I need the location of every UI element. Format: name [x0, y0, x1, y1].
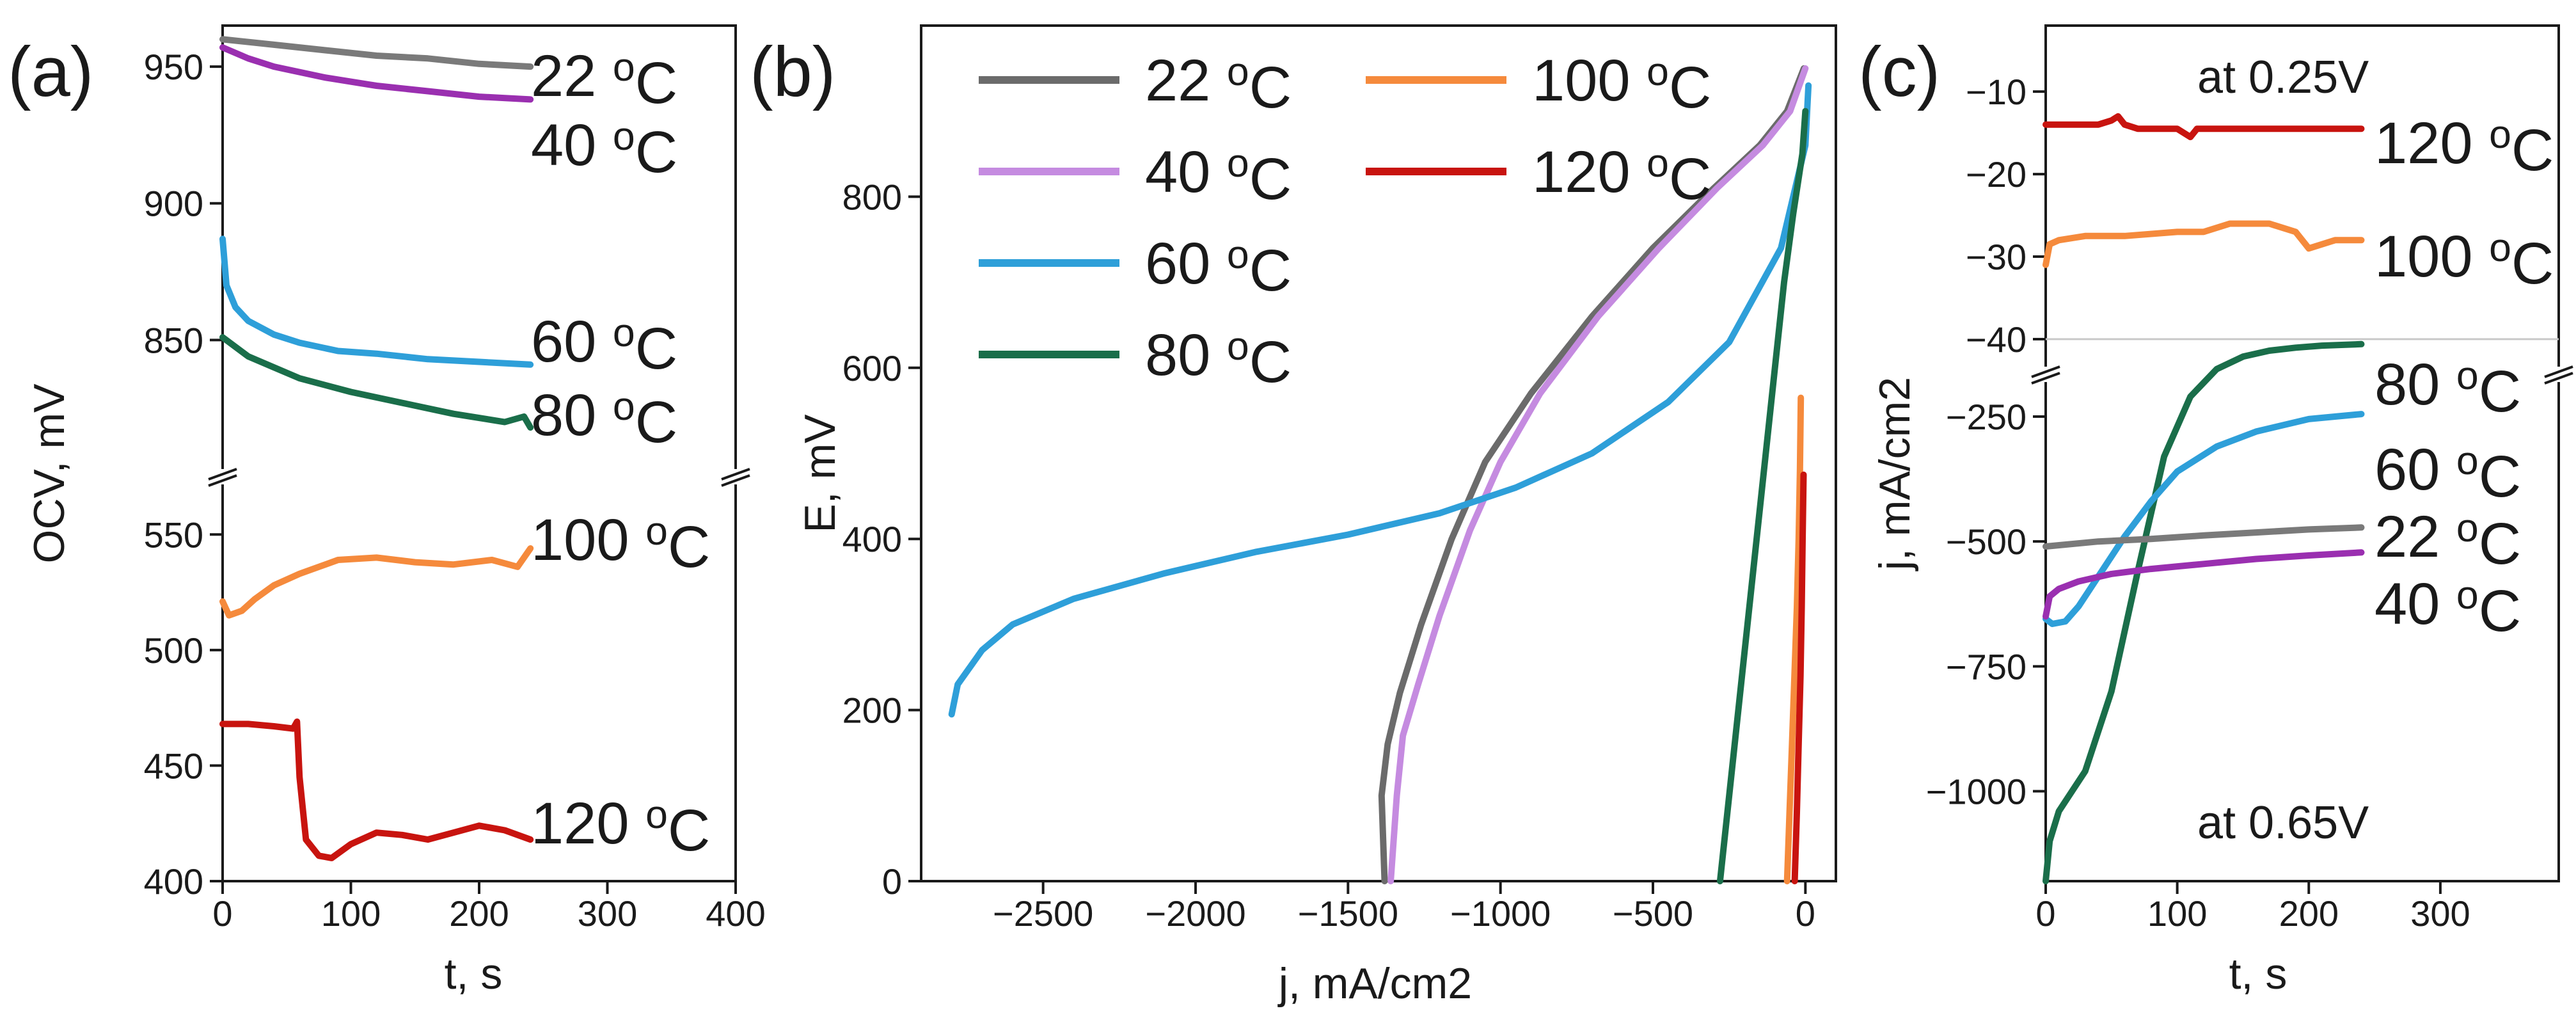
panel-b-label: (b)	[750, 33, 835, 111]
panel-c-frame	[2044, 24, 2560, 882]
panel-c-label-22-oc: 22 oC	[2375, 504, 2521, 577]
panel-b-ytick-label: 400	[842, 519, 902, 559]
panel-c: (c) j, mA/cm2 t, s at 0.25V at 0.65V 0 10…	[1858, 24, 2575, 998]
panel-b-ytick-label: 200	[842, 690, 902, 731]
panel-a-label-80-oc: 80 oC	[531, 383, 677, 455]
panel-b-marks: −2500 −2000 −1500 −1000 −500 0 0 200 400 600 800 22…	[842, 24, 1837, 934]
panel-a-label-40-oc: 40 oC	[531, 113, 677, 185]
panel-b-frame	[920, 24, 1837, 882]
panel-a-label: (a)	[8, 33, 93, 111]
panel-c-ytick-label: −40	[1966, 319, 2027, 360]
panel-a-label-60-oc: 60 oC	[531, 309, 677, 381]
panel-a-series-22-oc	[219, 36, 534, 70]
panel-a-ytick-label: 400	[144, 861, 203, 902]
panel-a-series-80-oc	[219, 334, 534, 431]
panel-b-legend-label-22-oc: 22 oC	[1145, 48, 1292, 120]
panel-c-label-40-oc: 40 oC	[2375, 571, 2521, 644]
panel-a-axis-break-right-slash-2	[721, 474, 750, 487]
panel-b-legend-label-60-oc: 60 oC	[1145, 231, 1292, 303]
panel-c-xtick-label: 0	[2035, 893, 2055, 934]
panel-a-ytick-label: 950	[144, 47, 203, 87]
panel-c-series-22-oc	[2043, 524, 2365, 550]
panel-c-label-100-oc: 100 oC	[2375, 224, 2554, 296]
panel-b-series-120-oc	[1791, 471, 1807, 884]
panel-c-series-40-oc	[2043, 549, 2365, 620]
panel-c-ytick-label: −30	[1966, 237, 2027, 277]
panel-a-series-100-oc	[219, 545, 534, 619]
panel-c-ytick-label: −750	[1946, 646, 2027, 687]
panel-a-label-100-oc: 100 oC	[531, 507, 710, 580]
panel-a-ytick-label: 900	[144, 184, 203, 224]
panel-b: (b) E, mV j, mA/cm2 −2500 −2000 −1500 −1000…	[750, 24, 1837, 1008]
panel-c-annotation-bottom: at 0.65V	[2197, 797, 2369, 849]
panel-a-ytick-label: 850	[144, 320, 203, 360]
panel-b-legend-label-40-oc: 40 oC	[1145, 139, 1292, 212]
panel-c-label-80-oc: 80 oC	[2375, 352, 2521, 424]
panel-b-legend: 22 oC 40 oC 60 oC 80 oC 100 oC 120 oC	[979, 48, 1711, 395]
panel-c-xtick-label: 300	[2410, 893, 2470, 934]
panel-b-xtick-label: 0	[1796, 893, 1815, 934]
panel-c-axis-break-left-slash-1	[2031, 365, 2060, 378]
panel-c-ytick-label: −1000	[1926, 771, 2027, 811]
panel-b-series-80-oc	[1716, 108, 1809, 884]
panel-c-series-100-oc	[2043, 220, 2365, 268]
panel-b-legend-label-120-oc: 120 oC	[1532, 139, 1711, 212]
panel-c-ylabel: j, mA/cm2	[1870, 377, 1919, 571]
panel-b-xlabel: j, mA/cm2	[1277, 959, 1472, 1008]
panel-b-xtick-label: −2000	[1145, 893, 1245, 934]
panel-a-ytick-label: 450	[144, 745, 203, 786]
panel-c-xlabel: t, s	[2229, 950, 2288, 998]
panel-c-ytick-label: −10	[1966, 72, 2027, 112]
panel-a-xtick-label: 0	[212, 893, 232, 934]
panel-b-xtick-label: −2500	[993, 893, 1093, 934]
panel-a-series-60-oc	[219, 235, 534, 368]
panel-b-ytick-label: 0	[882, 861, 902, 902]
panel-a-series-120-oc	[219, 718, 534, 861]
panel-c-label-60-oc: 60 oC	[2375, 437, 2521, 509]
panel-c-ytick-label: −500	[1946, 522, 2027, 562]
panel-c-axis-break-right-slash-1	[2544, 365, 2573, 378]
panel-b-series-40-oc	[1387, 65, 1809, 884]
panel-c-xtick-label: 200	[2279, 893, 2339, 934]
panel-a-xlabel: t, s	[445, 950, 503, 998]
panel-b-ylabel: E, mV	[796, 414, 844, 533]
panel-c-series-60-oc	[2043, 411, 2365, 627]
panel-c-ytick-label: −250	[1946, 397, 2027, 437]
panel-b-ytick-label: 800	[842, 177, 902, 217]
panel-b-xtick-label: −1000	[1450, 893, 1551, 934]
panel-a-marks: 0 100 200 300 400 850 900 950 400 450 500 550 22 oC4…	[144, 24, 766, 934]
panel-a-axis-break-left-slash-1	[208, 468, 237, 481]
panel-c-series-80-oc	[2043, 340, 2365, 884]
panel-a: (a) OCV, mV t, s 0 100 200 300 400 850 900 950 4…	[8, 24, 766, 998]
panel-b-series-60-oc	[948, 82, 1812, 718]
panel-c-ytick-label: −20	[1966, 154, 2027, 195]
panel-a-xtick-label: 300	[578, 893, 637, 934]
panel-a-xtick-label: 100	[321, 893, 381, 934]
panel-a-label-120-oc: 120 oC	[531, 791, 710, 863]
panel-a-label-22-oc: 22 oC	[531, 44, 677, 116]
panel-b-legend-label-100-oc: 100 oC	[1532, 48, 1711, 120]
panel-a-axis-break-left-slash-2	[208, 474, 237, 487]
panel-a-ytick-label: 500	[144, 630, 203, 671]
panel-b-legend-label-80-oc: 80 oC	[1145, 323, 1292, 395]
panel-b-xtick-label: −1500	[1298, 893, 1398, 934]
panel-a-ylabel: OCV, mV	[25, 383, 74, 564]
panel-c-series-120-oc	[2043, 113, 2365, 141]
panel-a-axis-break-right-slash-1	[721, 468, 750, 481]
panel-a-xtick-label: 400	[706, 893, 765, 934]
panel-c-axis-break-left-slash-2	[2031, 372, 2060, 385]
panel-c-label-120-oc: 120 oC	[2375, 111, 2554, 183]
panel-c-marks: 0 100 200 300 −40 −30 −20 −10 −1000 −750 −500 −250 1…	[1926, 24, 2575, 934]
panel-a-xtick-label: 200	[449, 893, 509, 934]
panel-c-annotation-top: at 0.25V	[2197, 52, 2369, 103]
panel-a-ytick-label: 550	[144, 514, 203, 555]
panel-c-xtick-label: 100	[2147, 893, 2207, 934]
panel-b-ytick-label: 600	[842, 348, 902, 388]
panel-a-series-40-oc	[219, 44, 534, 103]
panel-b-xtick-label: −500	[1613, 893, 1693, 934]
panel-c-label: (c)	[1858, 33, 1940, 111]
panel-b-series-100-oc	[1783, 394, 1805, 884]
panel-c-axis-break-right-slash-2	[2544, 372, 2573, 385]
